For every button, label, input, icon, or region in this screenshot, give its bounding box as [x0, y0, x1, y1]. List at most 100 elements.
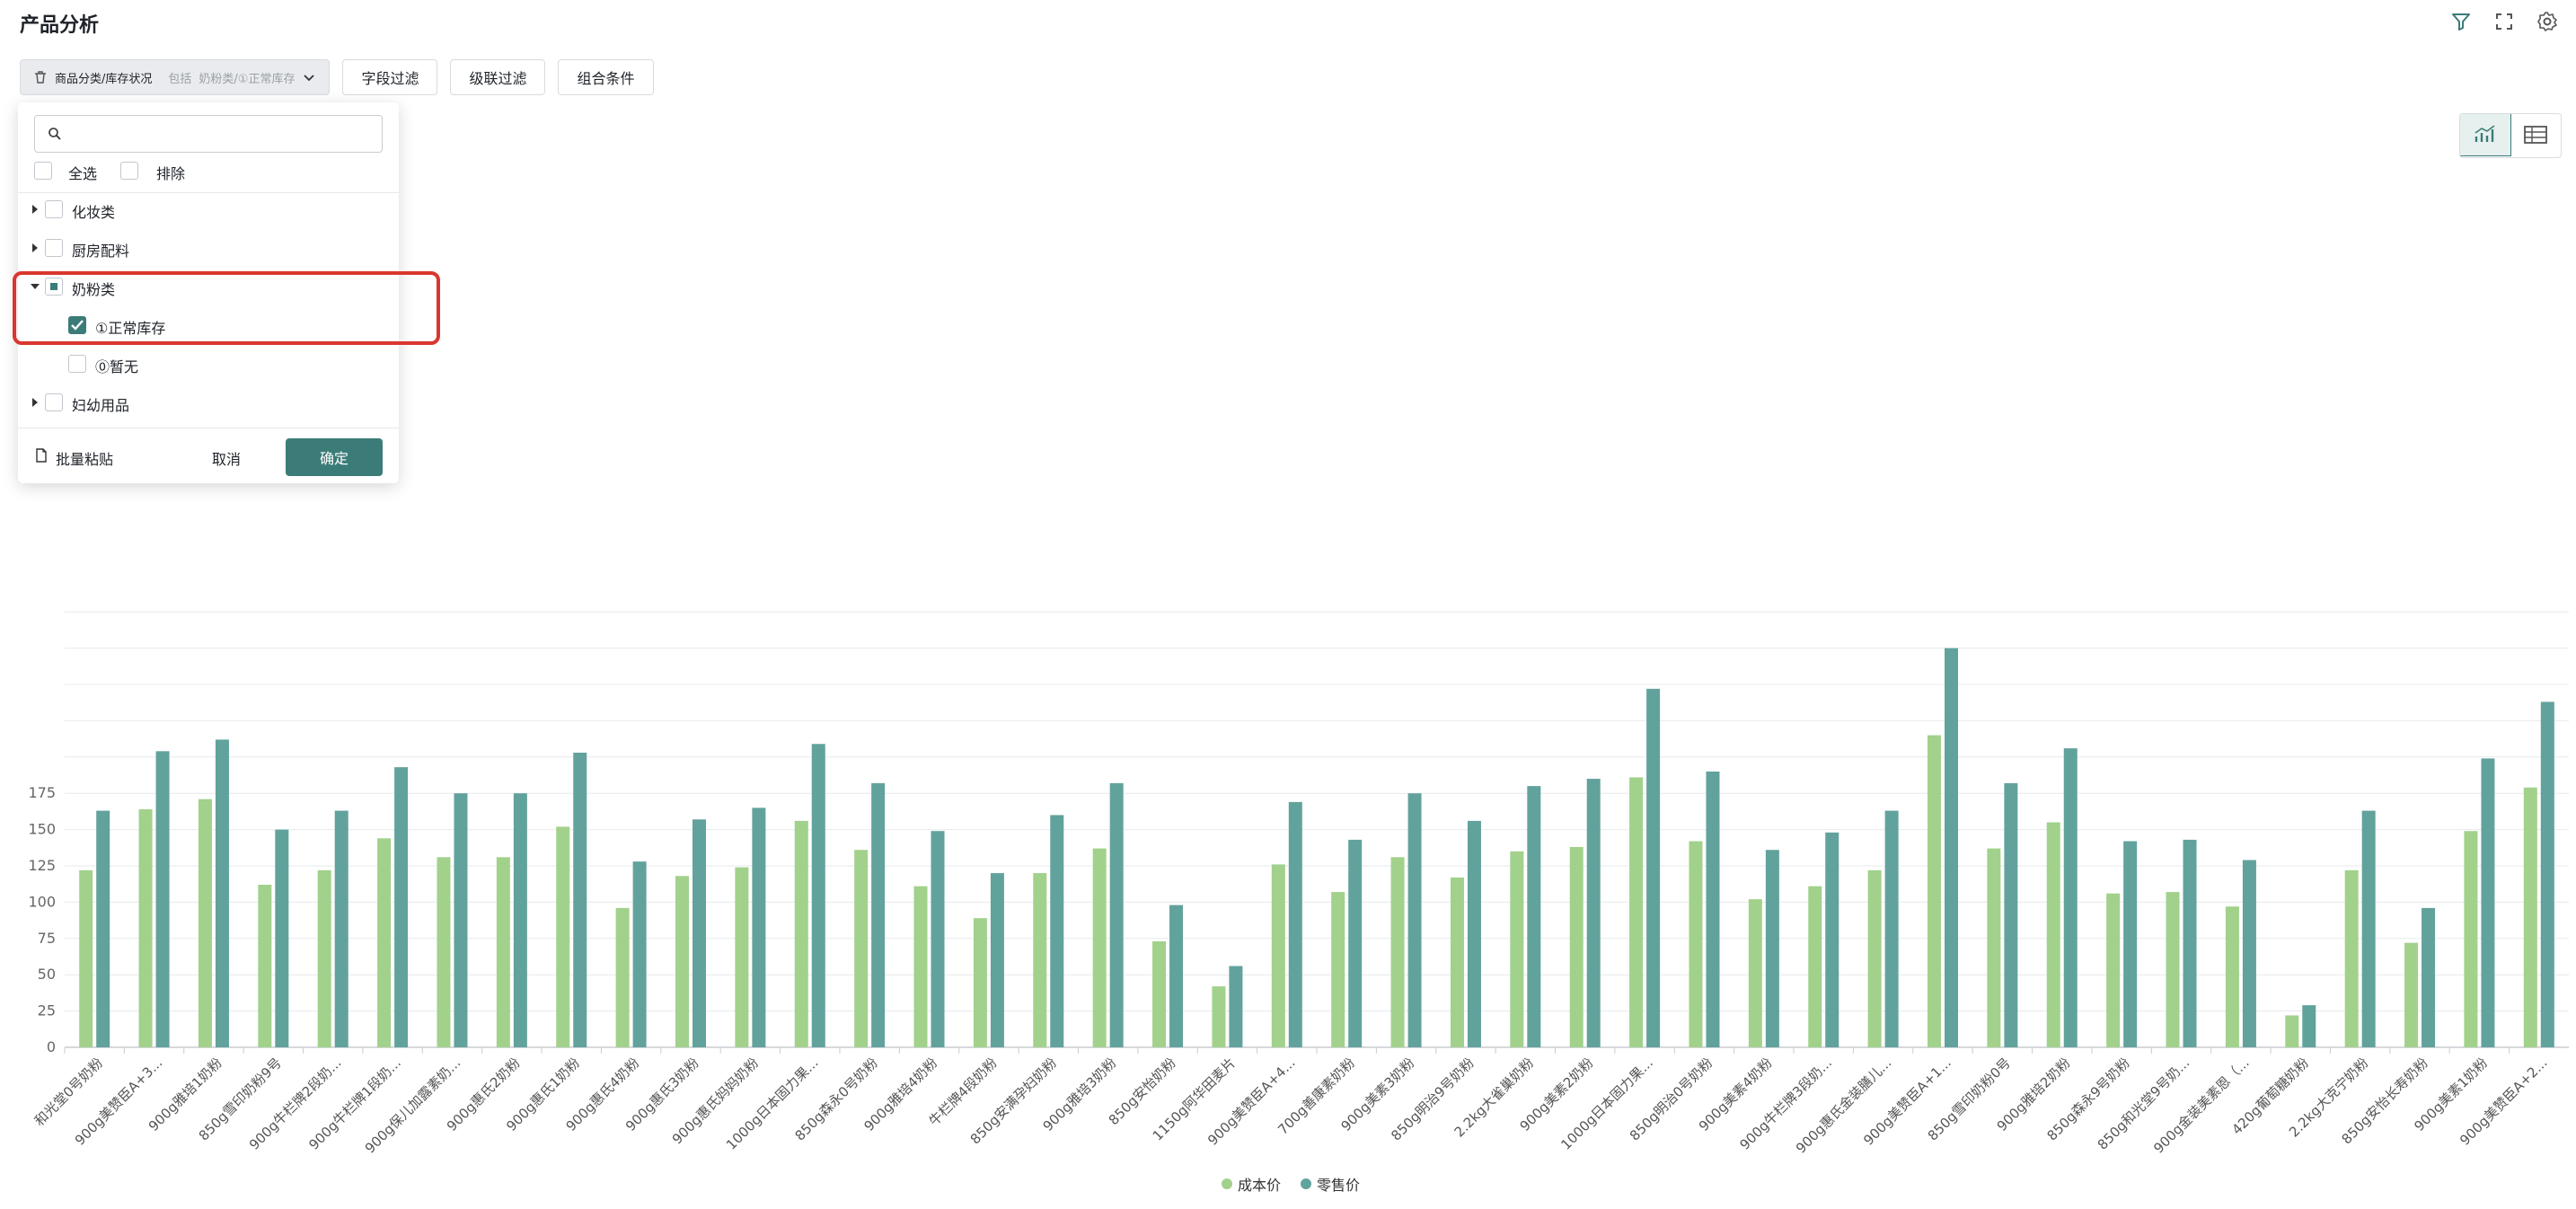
tree-checkbox-none[interactable]: [68, 355, 86, 373]
bar-retail: [1348, 839, 1363, 1047]
y-tick-label: 50: [38, 966, 56, 983]
search-box: [34, 115, 383, 153]
tree-item-maternal[interactable]: 妇幼用品: [72, 397, 130, 414]
bar-retail: [1646, 688, 1661, 1047]
bar-cost: [1450, 877, 1464, 1047]
select-all-label[interactable]: 全选: [68, 165, 98, 182]
bar-retail: [2004, 782, 2018, 1047]
tree-item-cosmetics[interactable]: 化妆类: [72, 204, 116, 221]
bar-cost: [556, 826, 570, 1047]
confirm-button[interactable]: 确定: [286, 438, 383, 476]
tree-checkbox-kitchen[interactable]: [45, 239, 63, 257]
chart-view-button[interactable]: [2460, 114, 2511, 156]
filter-field: 商品分类/库存状况: [55, 72, 153, 86]
bar-retail: [96, 810, 110, 1047]
expand-caret-icon[interactable]: [32, 398, 38, 407]
bar-retail: [394, 767, 409, 1047]
search-input[interactable]: [71, 123, 371, 146]
legend-item-cost[interactable]: 成本价: [1222, 1173, 1281, 1195]
bar-retail: [1945, 648, 1958, 1047]
y-tick-label: 150: [28, 821, 56, 838]
bar-retail: [2481, 758, 2495, 1047]
bar-retail: [1884, 810, 1899, 1047]
cascade-filter-button[interactable]: 级联过滤: [450, 59, 546, 95]
tree-checkbox-milk-powder[interactable]: [45, 278, 63, 296]
bar-retail: [1288, 801, 1302, 1047]
expand-caret-icon[interactable]: [32, 205, 38, 214]
bar-cost: [1928, 735, 1941, 1047]
bar-cost: [913, 886, 928, 1047]
bar-retail: [1169, 905, 1184, 1047]
settings-icon[interactable]: [2536, 11, 2558, 32]
table-view-button[interactable]: [2510, 114, 2561, 155]
tree-item-normal-stock[interactable]: ①正常库存: [95, 320, 166, 337]
paste-icon[interactable]: [34, 447, 49, 463]
y-tick-label: 175: [28, 784, 56, 801]
tree-checkbox-normal-stock[interactable]: [68, 316, 86, 334]
bar-retail: [1586, 779, 1601, 1047]
legend-label-cost: 成本价: [1238, 1177, 1282, 1194]
bar-retail: [1527, 786, 1541, 1047]
bar-cost: [794, 820, 808, 1047]
bar-cost: [615, 907, 630, 1047]
bar-retail: [1407, 793, 1422, 1047]
trash-icon[interactable]: [33, 70, 48, 84]
bar-cost: [1033, 873, 1047, 1047]
bar-cost: [258, 885, 272, 1047]
bar-cost: [2046, 822, 2060, 1047]
bar-cost: [1092, 848, 1107, 1047]
combined-condition-button[interactable]: 组合条件: [558, 59, 654, 95]
batch-paste-button[interactable]: 批量粘贴: [56, 451, 114, 468]
bar-retail: [2063, 748, 2078, 1047]
tree-item-milk-powder[interactable]: 奶粉类: [72, 281, 116, 298]
tree-checkbox-cosmetics[interactable]: [45, 200, 63, 218]
bar-retail: [2361, 810, 2376, 1047]
fullscreen-icon[interactable]: [2493, 11, 2515, 32]
filter-icon[interactable]: [2450, 11, 2472, 32]
bar-retail: [811, 744, 825, 1047]
select-all-checkbox[interactable]: [34, 162, 52, 180]
tree-item-none[interactable]: ⓪暂无: [95, 358, 139, 375]
bar-cost: [1569, 846, 1584, 1047]
chevron-down-icon[interactable]: [302, 70, 316, 84]
search-icon: [49, 128, 61, 140]
bar-retail: [2183, 839, 2197, 1047]
divider: [18, 192, 399, 193]
bar-cost: [1987, 848, 2001, 1047]
bar-cost: [1212, 986, 1226, 1047]
page-title: 产品分析: [20, 14, 100, 37]
cancel-button[interactable]: 取消: [212, 451, 242, 468]
active-filter-chip[interactable]: 商品分类/库存状况 包括 奶粉类/①正常库存: [20, 59, 331, 95]
bar-cost: [79, 869, 93, 1047]
bar-retail: [1229, 966, 1243, 1047]
y-tick-label: 25: [38, 1002, 56, 1019]
bar-retail: [990, 873, 1004, 1047]
bar-retail: [573, 752, 587, 1047]
exclude-checkbox[interactable]: [120, 162, 138, 180]
bar-retail: [632, 861, 647, 1047]
bar-cost: [1510, 851, 1524, 1047]
bar-retail: [215, 739, 229, 1047]
expand-caret-icon[interactable]: [32, 243, 38, 252]
bar-cost: [2106, 893, 2121, 1047]
tree-checkbox-maternal[interactable]: [45, 393, 63, 411]
bar-cost: [854, 850, 869, 1047]
legend-dot-cost: [1222, 1178, 1232, 1189]
view-toggle: [2459, 113, 2562, 158]
bar-cost: [2523, 787, 2537, 1047]
collapse-caret-icon[interactable]: [31, 284, 40, 289]
y-tick-label: 0: [47, 1038, 56, 1055]
tree-item-kitchen[interactable]: 厨房配料: [72, 243, 130, 260]
bar-retail: [454, 793, 468, 1047]
bar-retail: [155, 751, 170, 1047]
bar-cost: [1867, 869, 1882, 1047]
bar-cost: [2464, 831, 2478, 1047]
bar-retail: [2123, 841, 2138, 1047]
bar-retail: [2422, 907, 2436, 1047]
exclude-label[interactable]: 排除: [156, 165, 186, 182]
bar-retail: [275, 829, 289, 1047]
bar-retail: [931, 831, 945, 1047]
field-filter-button[interactable]: 字段过滤: [342, 59, 438, 95]
legend-item-retail[interactable]: 零售价: [1301, 1173, 1360, 1195]
bar-cost: [437, 857, 451, 1047]
